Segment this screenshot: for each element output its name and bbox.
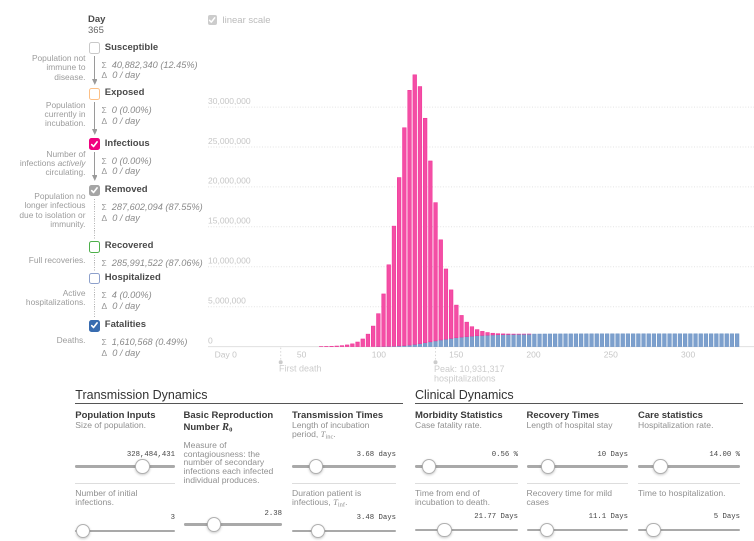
svg-text:5,000,000: 5,000,000 — [208, 296, 246, 306]
svg-text:300: 300 — [681, 350, 695, 360]
svg-text:100: 100 — [372, 350, 386, 360]
svg-text:Day 0: Day 0 — [215, 350, 237, 360]
svg-text:150: 150 — [449, 350, 463, 360]
svg-text:10,000,000: 10,000,000 — [208, 256, 251, 266]
svg-text:250: 250 — [604, 350, 618, 360]
svg-text:15,000,000: 15,000,000 — [208, 216, 251, 226]
svg-text:25,000,000: 25,000,000 — [208, 136, 251, 146]
svg-text:Peak: 10,931,317: Peak: 10,931,317 — [434, 364, 505, 374]
svg-text:20,000,000: 20,000,000 — [208, 176, 251, 186]
svg-text:hospitalizations: hospitalizations — [434, 374, 496, 384]
svg-text:First death: First death — [279, 364, 322, 374]
svg-text:50: 50 — [297, 350, 307, 360]
svg-text:30,000,000: 30,000,000 — [208, 96, 251, 106]
svg-text:0: 0 — [208, 335, 213, 345]
svg-text:200: 200 — [526, 350, 540, 360]
